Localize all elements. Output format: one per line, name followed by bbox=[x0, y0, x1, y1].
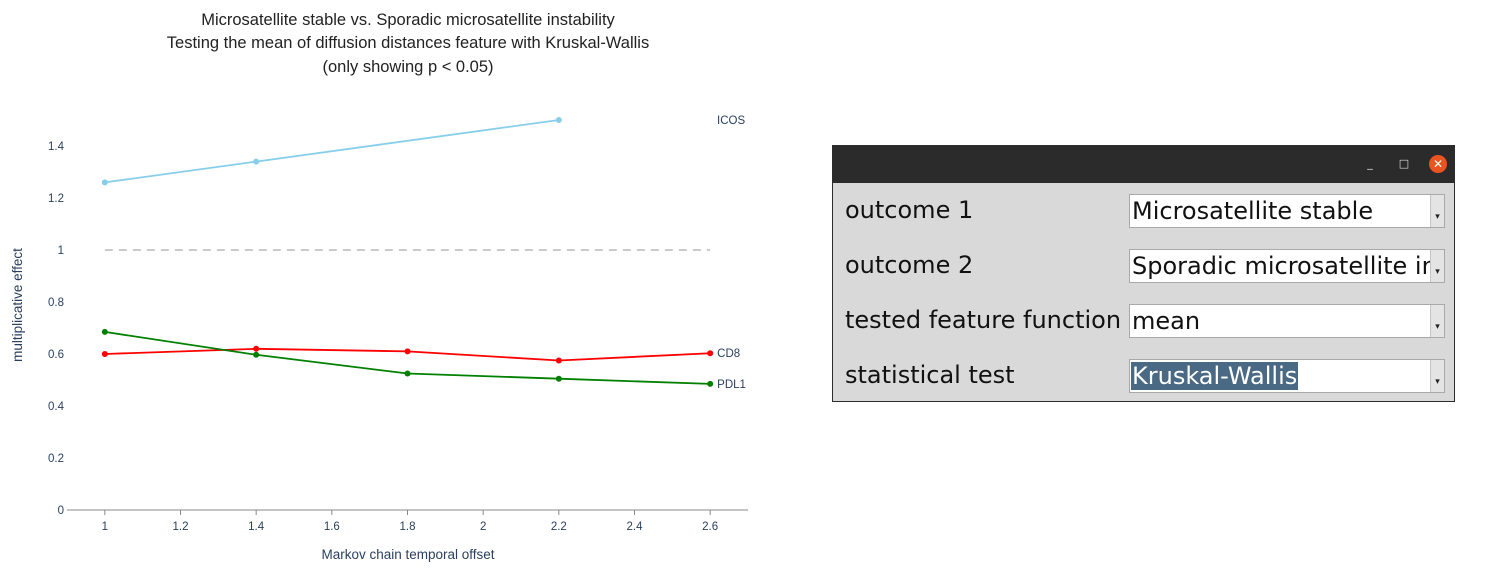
outcome-2-label: outcome 2 bbox=[845, 251, 974, 279]
chart-svg: Microsatellite stable vs. Sporadic micro… bbox=[10, 11, 748, 562]
outcome-2-row: outcome 2 Sporadic microsatellite instab… bbox=[833, 239, 1454, 294]
y-tick-label: 0.8 bbox=[48, 297, 64, 309]
x-tick-label: 1 bbox=[102, 521, 108, 533]
chevron-down-icon[interactable]: ▾ bbox=[1430, 195, 1444, 227]
x-tick-label: 2.2 bbox=[551, 521, 567, 533]
dialog-titlebar[interactable]: _ □ ✕ bbox=[833, 146, 1454, 183]
data-point bbox=[555, 357, 562, 364]
x-tick-label: 2 bbox=[480, 521, 486, 533]
x-tick-label: 1.2 bbox=[173, 521, 189, 533]
series-label: PDL1 bbox=[717, 379, 746, 391]
feature-function-value: mean bbox=[1132, 307, 1201, 335]
x-tick-label: 1.4 bbox=[248, 521, 265, 533]
x-tick-label: 2.6 bbox=[702, 521, 718, 533]
close-icon[interactable]: ✕ bbox=[1429, 155, 1447, 173]
series-icos: ICOS bbox=[101, 115, 745, 186]
series-cd8: CD8 bbox=[101, 345, 740, 364]
outcome-1-value: Microsatellite stable bbox=[1132, 197, 1374, 225]
options-dialog: _ □ ✕ outcome 1 Microsatellite stable ▾ … bbox=[832, 145, 1455, 402]
minimize-icon[interactable]: _ bbox=[1367, 157, 1373, 170]
statistical-test-select[interactable]: Kruskal-Wallis ▾ bbox=[1129, 359, 1445, 393]
feature-function-select[interactable]: mean ▾ bbox=[1129, 304, 1445, 338]
chart: Microsatellite stable vs. Sporadic micro… bbox=[10, 11, 748, 562]
data-point bbox=[707, 380, 714, 387]
chart-title-line-3: (only showing p < 0.05) bbox=[322, 58, 493, 76]
outcome-2-select[interactable]: Sporadic microsatellite instability ▾ bbox=[1129, 249, 1445, 283]
series-label: ICOS bbox=[717, 115, 745, 127]
chart-title-line-1: Microsatellite stable vs. Sporadic micro… bbox=[201, 11, 615, 29]
data-point bbox=[555, 375, 562, 382]
y-tick-label: 1 bbox=[58, 245, 64, 257]
x-tick-label: 1.6 bbox=[324, 521, 340, 533]
statistical-test-row: statistical test Kruskal-Wallis ▾ bbox=[833, 349, 1454, 404]
chart-title-line-2: Testing the mean of diffusion distances … bbox=[167, 34, 649, 52]
data-point bbox=[101, 179, 108, 186]
data-point bbox=[253, 158, 260, 165]
outcome-1-label: outcome 1 bbox=[845, 196, 974, 224]
statistical-test-label: statistical test bbox=[845, 361, 1015, 389]
data-point bbox=[707, 350, 714, 357]
y-tick-label: 0.2 bbox=[48, 453, 64, 465]
y-tick-label: 0 bbox=[58, 505, 64, 517]
x-axis-title: Markov chain temporal offset bbox=[321, 547, 494, 562]
data-point bbox=[404, 370, 411, 377]
y-tick-label: 1.4 bbox=[48, 141, 65, 153]
data-point bbox=[101, 351, 108, 357]
outcome-1-row: outcome 1 Microsatellite stable ▾ bbox=[833, 184, 1454, 239]
outcome-2-value: Sporadic microsatellite instability bbox=[1132, 252, 1444, 280]
feature-function-label: tested feature function bbox=[845, 306, 1122, 334]
chevron-down-icon[interactable]: ▾ bbox=[1430, 250, 1444, 282]
data-point bbox=[404, 348, 411, 355]
outcome-1-select[interactable]: Microsatellite stable ▾ bbox=[1129, 194, 1445, 228]
chevron-down-icon[interactable]: ▾ bbox=[1430, 360, 1444, 392]
y-axis-title: multiplicative effect bbox=[10, 248, 25, 362]
data-point bbox=[253, 351, 260, 358]
data-point bbox=[101, 328, 108, 335]
series-line-icos bbox=[104, 119, 559, 184]
y-tick-label: 0.6 bbox=[48, 349, 64, 361]
data-point bbox=[253, 345, 260, 352]
x-tick-label: 1.8 bbox=[400, 521, 416, 533]
chevron-down-icon[interactable]: ▾ bbox=[1430, 305, 1444, 337]
feature-function-row: tested feature function mean ▾ bbox=[833, 294, 1454, 349]
y-tick-label: 1.2 bbox=[48, 193, 64, 205]
data-point bbox=[555, 117, 562, 123]
maximize-icon[interactable]: □ bbox=[1398, 157, 1410, 170]
y-tick-label: 0.4 bbox=[48, 401, 65, 413]
series-pdl1: PDL1 bbox=[101, 328, 746, 391]
chart-title: Microsatellite stable vs. Sporadic micro… bbox=[167, 11, 649, 76]
statistical-test-value: Kruskal-Wallis bbox=[1131, 362, 1299, 390]
series-label: CD8 bbox=[717, 348, 740, 360]
x-tick-label: 2.4 bbox=[627, 521, 644, 533]
